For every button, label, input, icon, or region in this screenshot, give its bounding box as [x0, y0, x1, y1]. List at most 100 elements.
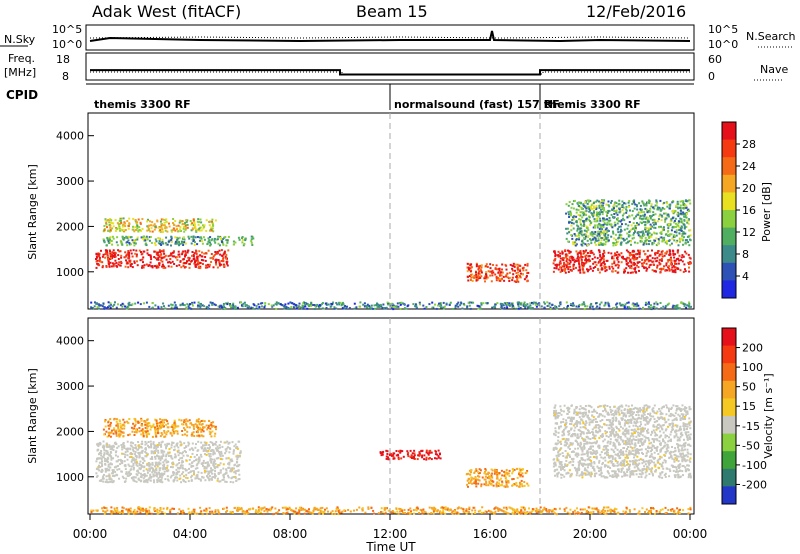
data-cell — [660, 232, 663, 235]
data-cell — [638, 255, 641, 258]
data-cell — [148, 224, 151, 227]
data-cell — [190, 235, 193, 238]
data-cell — [204, 467, 207, 470]
data-cell — [215, 258, 218, 261]
data-cell — [612, 242, 615, 245]
data-cell — [146, 419, 149, 422]
data-cell — [501, 474, 504, 477]
data-cell — [146, 480, 149, 483]
data-cell — [217, 259, 220, 261]
data-cell — [205, 441, 208, 444]
data-cell — [98, 453, 100, 456]
data-cell — [637, 231, 640, 234]
data-cell — [625, 260, 628, 263]
data-cell — [587, 218, 590, 221]
data-cell — [130, 252, 133, 255]
data-cell — [519, 306, 522, 309]
data-cell — [576, 257, 579, 260]
data-cell — [224, 448, 227, 451]
data-cell — [522, 269, 525, 272]
data-cell — [107, 468, 110, 471]
data-cell — [217, 235, 220, 238]
data-cell — [223, 251, 226, 254]
data-cell — [599, 255, 602, 258]
data-cell — [242, 244, 245, 247]
data-cell — [192, 219, 195, 222]
data-cell — [184, 250, 187, 253]
freq-frame — [85, 52, 695, 81]
data-cell — [161, 238, 164, 241]
data-cell — [204, 479, 207, 482]
data-cell — [124, 265, 127, 268]
data-cell — [491, 269, 494, 272]
data-cell — [682, 270, 685, 273]
data-cell — [109, 435, 112, 438]
data-cell — [163, 255, 166, 258]
data-cell — [579, 223, 582, 226]
data-cell — [555, 267, 558, 270]
data-cell — [567, 240, 570, 243]
data-cell — [640, 222, 643, 225]
data-cell — [576, 235, 579, 238]
data-cell — [138, 479, 141, 482]
data-cell — [126, 420, 129, 423]
data-cell — [176, 239, 179, 241]
data-cell — [141, 227, 144, 230]
data-cell — [565, 203, 568, 206]
data-cell — [488, 477, 491, 480]
data-cell — [549, 308, 552, 310]
data-cell — [554, 469, 557, 471]
data-cell — [179, 457, 182, 460]
data-cell — [117, 464, 119, 467]
data-cell — [108, 265, 111, 268]
data-cell — [376, 305, 379, 308]
data-cell — [138, 456, 141, 459]
data-cell — [525, 275, 528, 277]
data-cell — [195, 464, 198, 467]
data-cell — [313, 304, 316, 306]
data-cell — [526, 482, 529, 485]
data-cell — [213, 472, 216, 475]
data-cell — [178, 253, 181, 256]
data-cell — [149, 475, 152, 478]
data-cell — [161, 228, 164, 231]
data-cell — [675, 307, 678, 310]
data-cell — [203, 465, 206, 468]
data-cell — [114, 470, 117, 473]
data-cell — [148, 446, 150, 449]
colorbar-tick-label: 8 — [742, 248, 749, 261]
data-cell — [516, 476, 519, 479]
data-cell — [604, 232, 607, 235]
data-cell — [159, 435, 162, 438]
data-cell — [517, 301, 520, 304]
data-cell — [649, 239, 652, 242]
data-cell — [643, 215, 646, 218]
data-cell — [199, 239, 201, 242]
data-cell — [157, 432, 160, 435]
data-cell — [521, 472, 524, 475]
data-cell — [619, 210, 622, 213]
data-cell — [163, 431, 166, 434]
data-cell — [554, 305, 557, 308]
data-cell — [98, 451, 101, 454]
data-cell — [295, 306, 298, 309]
data-cell — [115, 424, 118, 427]
data-cell — [162, 461, 165, 464]
data-cell — [602, 226, 605, 228]
data-cell — [206, 243, 209, 246]
data-cell — [663, 201, 666, 204]
data-cell — [415, 306, 418, 309]
data-cell — [633, 263, 636, 266]
data-cell — [264, 304, 267, 307]
data-cell — [211, 220, 213, 223]
data-cell — [577, 307, 580, 310]
data-cell — [156, 444, 159, 446]
data-cell — [569, 210, 572, 213]
data-cell — [570, 303, 572, 305]
data-cell — [164, 443, 167, 446]
data-cell — [135, 480, 138, 483]
data-cell — [501, 263, 504, 266]
data-cell — [505, 304, 508, 307]
data-cell — [178, 461, 181, 464]
data-cell — [195, 430, 198, 433]
